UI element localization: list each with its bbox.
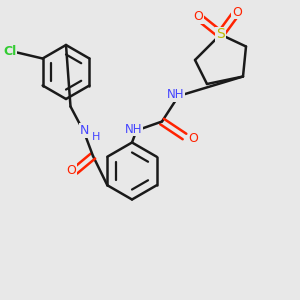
Text: N: N xyxy=(79,124,89,137)
Text: S: S xyxy=(216,28,225,41)
Text: O: O xyxy=(193,10,203,23)
Text: O: O xyxy=(189,131,198,145)
Text: O: O xyxy=(232,5,242,19)
Text: NH: NH xyxy=(125,122,142,136)
Text: NH: NH xyxy=(167,88,184,101)
Text: Cl: Cl xyxy=(3,45,16,58)
Text: O: O xyxy=(67,164,76,177)
Text: H: H xyxy=(92,132,100,142)
